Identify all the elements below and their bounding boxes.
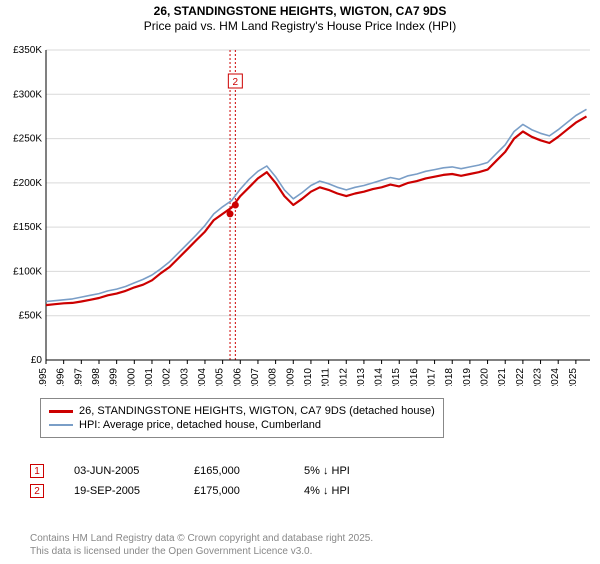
svg-text:2005: 2005 bbox=[215, 368, 226, 386]
svg-text:2004: 2004 bbox=[197, 368, 208, 386]
svg-text:2023: 2023 bbox=[533, 368, 544, 386]
svg-text:2022: 2022 bbox=[515, 368, 526, 386]
svg-text:2002: 2002 bbox=[162, 368, 173, 386]
svg-text:2016: 2016 bbox=[409, 368, 420, 386]
svg-text:2021: 2021 bbox=[497, 368, 508, 386]
svg-text:£100K: £100K bbox=[13, 266, 42, 277]
svg-text:2011: 2011 bbox=[321, 368, 332, 386]
svg-text:2015: 2015 bbox=[391, 368, 402, 386]
sale-pct: 4% ↓ HPI bbox=[304, 485, 384, 497]
chart-area: £0 £50K £100K £150K £200K £250K £300K £350K 1995… bbox=[6, 46, 594, 386]
sale-date: 19-SEP-2005 bbox=[74, 485, 164, 497]
svg-text:2024: 2024 bbox=[550, 368, 561, 386]
svg-text:2013: 2013 bbox=[356, 368, 367, 386]
svg-text:2020: 2020 bbox=[480, 368, 491, 386]
svg-text:£0: £0 bbox=[31, 355, 43, 366]
sale-date: 03-JUN-2005 bbox=[74, 465, 164, 477]
svg-text:1998: 1998 bbox=[91, 368, 102, 386]
chart-title: 26, STANDINGSTONE HEIGHTS, WIGTON, CA7 9… bbox=[0, 4, 600, 18]
svg-text:1999: 1999 bbox=[109, 368, 120, 386]
svg-text:1996: 1996 bbox=[56, 368, 67, 386]
svg-text:2018: 2018 bbox=[444, 368, 455, 386]
svg-text:£150K: £150K bbox=[13, 222, 42, 233]
svg-text:£350K: £350K bbox=[13, 46, 42, 56]
svg-text:2010: 2010 bbox=[303, 368, 314, 386]
sale-price: £175,000 bbox=[194, 485, 274, 497]
svg-text:2006: 2006 bbox=[232, 368, 243, 386]
svg-text:2017: 2017 bbox=[427, 368, 438, 386]
svg-text:2012: 2012 bbox=[338, 368, 349, 386]
svg-text:2001: 2001 bbox=[144, 368, 155, 386]
sale-price: £165,000 bbox=[194, 465, 274, 477]
svg-text:2: 2 bbox=[233, 77, 239, 88]
svg-text:2014: 2014 bbox=[374, 368, 385, 386]
legend-swatch bbox=[49, 424, 73, 426]
sale-table: 1 03-JUN-2005 £165,000 5% ↓ HPI 2 19-SEP-2005… bbox=[30, 458, 384, 504]
legend-swatch bbox=[49, 410, 73, 413]
chart-subtitle: Price paid vs. HM Land Registry's House … bbox=[0, 19, 600, 33]
legend-label: 26, STANDINGSTONE HEIGHTS, WIGTON, CA7 9… bbox=[79, 405, 435, 417]
svg-text:2003: 2003 bbox=[179, 368, 190, 386]
svg-text:2019: 2019 bbox=[462, 368, 473, 386]
line-chart-svg: £0 £50K £100K £150K £200K £250K £300K £350K 1995… bbox=[6, 46, 594, 386]
legend-label: HPI: Average price, detached house, Cumb… bbox=[79, 419, 321, 431]
svg-text:2007: 2007 bbox=[250, 368, 261, 386]
svg-text:£250K: £250K bbox=[13, 134, 42, 145]
sale-pct: 5% ↓ HPI bbox=[304, 465, 384, 477]
svg-text:2008: 2008 bbox=[268, 368, 279, 386]
footnote-line: This data is licensed under the Open Gov… bbox=[30, 545, 373, 558]
legend: 26, STANDINGSTONE HEIGHTS, WIGTON, CA7 9… bbox=[40, 398, 444, 438]
svg-text:1995: 1995 bbox=[38, 368, 49, 386]
sale-row: 1 03-JUN-2005 £165,000 5% ↓ HPI bbox=[30, 464, 384, 478]
svg-text:£300K: £300K bbox=[13, 89, 42, 100]
svg-text:£200K: £200K bbox=[13, 178, 42, 189]
footnote-line: Contains HM Land Registry data © Crown c… bbox=[30, 532, 373, 545]
svg-text:2009: 2009 bbox=[285, 368, 296, 386]
legend-item: 26, STANDINGSTONE HEIGHTS, WIGTON, CA7 9… bbox=[49, 405, 435, 417]
svg-text:£50K: £50K bbox=[19, 311, 43, 322]
sale-marker-icon: 1 bbox=[30, 464, 44, 478]
svg-text:1997: 1997 bbox=[73, 368, 84, 386]
sale-marker-icon: 2 bbox=[30, 484, 44, 498]
svg-text:2025: 2025 bbox=[568, 368, 579, 386]
footnote: Contains HM Land Registry data © Crown c… bbox=[30, 532, 373, 558]
legend-item: HPI: Average price, detached house, Cumb… bbox=[49, 419, 435, 431]
svg-text:2000: 2000 bbox=[126, 368, 137, 386]
sale-row: 2 19-SEP-2005 £175,000 4% ↓ HPI bbox=[30, 484, 384, 498]
